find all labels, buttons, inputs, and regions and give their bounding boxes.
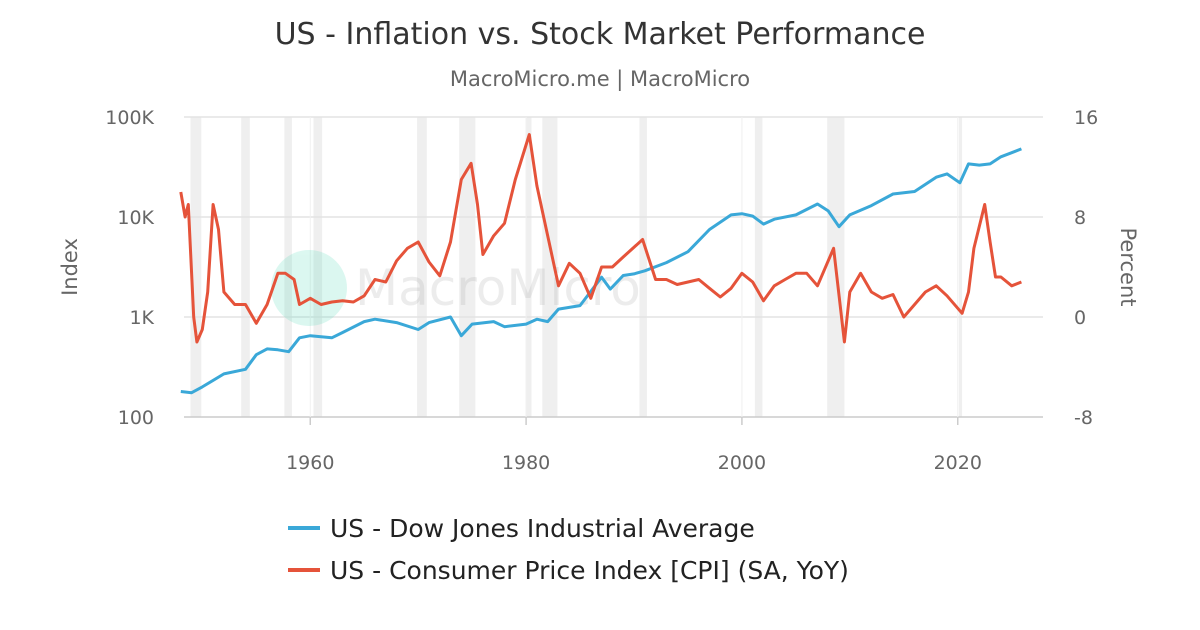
legend-label: US - Dow Jones Industrial Average — [330, 514, 755, 543]
y-left-tick: 100K — [105, 107, 154, 129]
y-right-tick: 16 — [1074, 107, 1098, 129]
recession-band — [190, 117, 202, 417]
legend-label: US - Consumer Price Index [CPI] (SA, YoY… — [330, 556, 849, 585]
recession-band — [241, 117, 250, 417]
legend-item-cpi[interactable]: US - Consumer Price Index [CPI] (SA, YoY… — [288, 556, 849, 585]
recession-band — [284, 117, 292, 417]
recession-band — [754, 117, 763, 417]
cpi-line — [179, 133, 1022, 344]
y-right-tick: -8 — [1074, 407, 1093, 429]
recession-band — [958, 117, 963, 417]
y-left-tick: 1K — [129, 307, 154, 329]
legend: US - Dow Jones Industrial Average US - C… — [288, 514, 849, 585]
x-tick: 1960 — [286, 452, 334, 474]
y-right-tick: 8 — [1074, 207, 1086, 229]
y-left-label: Index — [58, 238, 82, 296]
recession-band — [313, 117, 323, 417]
y-left-tick: 100 — [118, 407, 154, 429]
chart-title: US - Inflation vs. Stock Market Performa… — [275, 17, 926, 52]
recession-band — [639, 117, 647, 417]
x-tick: 2020 — [934, 452, 982, 474]
x-tick: 1980 — [502, 452, 550, 474]
y-right-tick: 0 — [1074, 307, 1086, 329]
recession-band — [459, 117, 476, 417]
recession-band — [526, 117, 532, 417]
dow-jones-line — [180, 147, 1022, 395]
recession-band — [417, 117, 427, 417]
svg-text:MacroMicro: MacroMicro — [355, 259, 641, 317]
recession-band — [542, 117, 558, 417]
y-right-label: Percent — [1116, 227, 1140, 306]
chart-subtitle: MacroMicro.me | MacroMicro — [450, 67, 750, 92]
x-tick: 2000 — [718, 452, 766, 474]
y-left-tick: 10K — [117, 207, 154, 229]
legend-item-dow[interactable]: US - Dow Jones Industrial Average — [288, 514, 755, 543]
